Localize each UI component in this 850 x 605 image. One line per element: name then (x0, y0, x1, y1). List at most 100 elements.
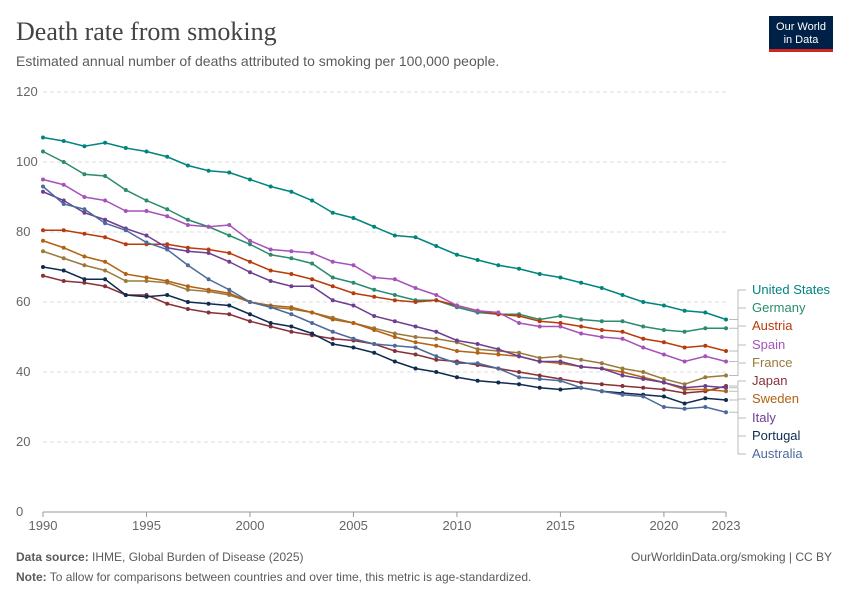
legend-label: Austria (752, 318, 793, 333)
x-tick-label: 2020 (649, 518, 678, 533)
data-point (268, 247, 273, 252)
data-point (599, 319, 604, 324)
data-point (82, 280, 87, 285)
data-point (185, 249, 190, 254)
data-point (620, 329, 625, 334)
data-point (682, 391, 687, 395)
data-point (434, 370, 439, 374)
data-point (185, 245, 190, 250)
data-point (82, 210, 87, 215)
data-point (185, 263, 190, 268)
x-tick-label: 2023 (712, 518, 741, 533)
data-point (496, 310, 501, 315)
data-point (517, 350, 522, 355)
data-point (661, 387, 666, 392)
data-point (247, 177, 252, 182)
data-point (392, 277, 397, 282)
data-point (703, 384, 708, 388)
data-point (206, 247, 211, 252)
data-point (185, 217, 190, 222)
y-tick-label: 20 (16, 434, 30, 449)
data-point (496, 347, 501, 352)
data-point (103, 268, 108, 273)
data-point (496, 380, 501, 385)
legend-label: Japan (752, 373, 787, 388)
data-point (724, 410, 728, 415)
data-point (103, 174, 108, 178)
data-point (599, 389, 604, 394)
data-point (599, 382, 604, 387)
data-point (496, 366, 501, 371)
logo-text: in Data (784, 34, 820, 46)
data-point (372, 224, 377, 229)
data-point (330, 329, 335, 334)
data-point (144, 294, 149, 299)
data-point (599, 328, 604, 332)
series-line (42, 240, 727, 392)
data-point (620, 384, 625, 388)
label-connector (729, 289, 746, 320)
data-point (454, 303, 459, 308)
data-point (206, 287, 211, 292)
logo[interactable] (769, 16, 833, 52)
data-point (206, 277, 211, 282)
data-point (351, 345, 356, 350)
data-point (682, 385, 687, 390)
data-point (247, 242, 252, 247)
note-label: Note: (16, 570, 47, 584)
data-point (330, 210, 335, 215)
data-point (268, 268, 273, 273)
data-point (703, 405, 708, 409)
source-label: Data source: (16, 550, 89, 564)
data-point (599, 286, 604, 290)
data-point (372, 328, 377, 332)
url[interactable]: OurWorldinData.org/smoking | CC BY (631, 550, 832, 564)
data-point (682, 308, 687, 313)
data-point (227, 287, 232, 292)
data-point (558, 378, 563, 383)
data-point (247, 238, 252, 243)
data-point (144, 240, 149, 245)
data-point (165, 279, 170, 283)
data-point (372, 294, 377, 299)
series-line (42, 266, 727, 405)
data-point (227, 170, 232, 175)
series-line (42, 191, 727, 389)
data-point (103, 259, 108, 264)
data-point (579, 380, 584, 385)
data-point (724, 317, 728, 322)
data-point (103, 277, 108, 282)
source-text[interactable]: IHME, Global Burden of Disease (2025) (92, 550, 303, 564)
data-point (372, 314, 377, 318)
data-point (413, 352, 418, 357)
x-tick-label: 2005 (339, 518, 368, 533)
data-point (41, 228, 45, 233)
data-point (558, 387, 563, 392)
data-point (103, 217, 108, 222)
data-point (82, 172, 87, 177)
data-point (537, 385, 542, 390)
data-point (558, 324, 563, 329)
data-point (517, 266, 522, 271)
data-point (82, 195, 87, 199)
data-point (475, 361, 480, 366)
data-point (144, 209, 149, 213)
data-point (144, 149, 149, 154)
data-point (82, 277, 87, 282)
data-point (289, 256, 294, 261)
data-point (724, 359, 728, 364)
data-point (724, 373, 728, 378)
data-point (517, 375, 522, 380)
data-point (579, 324, 584, 329)
data-point (372, 350, 377, 355)
series-line (43, 229, 727, 352)
data-point (517, 321, 522, 325)
data-point (413, 300, 418, 304)
data-point (247, 259, 252, 264)
data-point (351, 321, 356, 325)
label-connector (729, 411, 746, 455)
data-point (724, 385, 728, 390)
data-point (579, 357, 584, 362)
data-point (703, 354, 708, 359)
